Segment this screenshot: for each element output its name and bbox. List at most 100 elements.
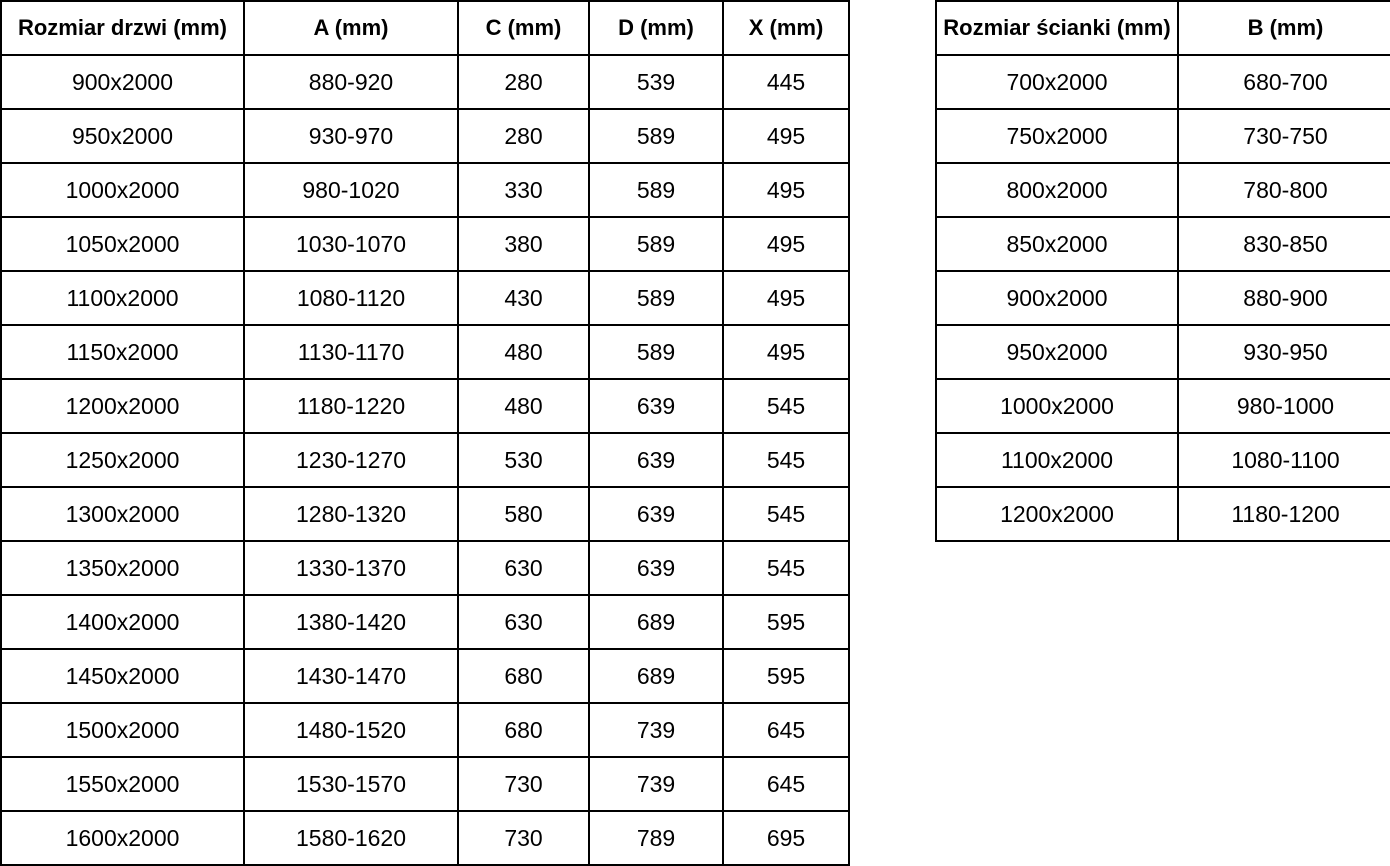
- table-cell: 630: [457, 540, 590, 596]
- door-table-header-row: Rozmiar drzwi (mm) A (mm) C (mm) D (mm) …: [0, 0, 850, 56]
- table-cell: 1180-1200: [1177, 486, 1390, 542]
- table-cell: 595: [722, 594, 850, 650]
- table-cell: 980-1000: [1177, 378, 1390, 434]
- table-row: 1000x2000 980-1020 330 589 495: [0, 162, 850, 218]
- table-row: 800x2000 780-800: [935, 162, 1390, 218]
- table-cell: 589: [588, 216, 724, 272]
- table-cell: 900x2000: [935, 270, 1179, 326]
- table-cell: 645: [722, 702, 850, 758]
- table-cell: 545: [722, 540, 850, 596]
- table-cell: 680: [457, 702, 590, 758]
- table-row: 950x2000 930-950: [935, 324, 1390, 380]
- table-cell: 680: [457, 648, 590, 704]
- table-cell: 495: [722, 216, 850, 272]
- table-cell: 1250x2000: [0, 432, 245, 488]
- column-header-a: A (mm): [243, 0, 459, 56]
- table-row: 1450x2000 1430-1470 680 689 595: [0, 648, 850, 704]
- table-row: 1300x2000 1280-1320 580 639 545: [0, 486, 850, 542]
- table-cell: 639: [588, 540, 724, 596]
- table-cell: 589: [588, 162, 724, 218]
- table-cell: 1030-1070: [243, 216, 459, 272]
- table-cell: 480: [457, 324, 590, 380]
- table-cell: 1000x2000: [0, 162, 245, 218]
- table-cell: 1100x2000: [935, 432, 1179, 488]
- table-cell: 700x2000: [935, 54, 1179, 110]
- table-cell: 950x2000: [935, 324, 1179, 380]
- column-header-d: D (mm): [588, 0, 724, 56]
- table-cell: 695: [722, 810, 850, 866]
- column-header-x: X (mm): [722, 0, 850, 56]
- table-cell: 495: [722, 270, 850, 326]
- table-cell: 880-900: [1177, 270, 1390, 326]
- table-cell: 880-920: [243, 54, 459, 110]
- door-table-body: 900x2000 880-920 280 539 445 950x2000 930-970 2…: [0, 54, 850, 866]
- column-header-wall-size: Rozmiar ścianki (mm): [935, 0, 1179, 56]
- table-row: 700x2000 680-700: [935, 54, 1390, 110]
- table-row: 1600x2000 1580-1620 730 789 695: [0, 810, 850, 866]
- table-cell: 1200x2000: [935, 486, 1179, 542]
- table-cell: 689: [588, 594, 724, 650]
- table-row: 1500x2000 1480-1520 680 739 645: [0, 702, 850, 758]
- door-size-table: Rozmiar drzwi (mm) A (mm) C (mm) D (mm) …: [0, 0, 850, 866]
- table-cell: 1350x2000: [0, 540, 245, 596]
- table-cell: 380: [457, 216, 590, 272]
- table-cell: 480: [457, 378, 590, 434]
- table-cell: 950x2000: [0, 108, 245, 164]
- table-cell: 1200x2000: [0, 378, 245, 434]
- table-cell: 1580-1620: [243, 810, 459, 866]
- table-cell: 1080-1100: [1177, 432, 1390, 488]
- table-cell: 630: [457, 594, 590, 650]
- table-cell: 495: [722, 162, 850, 218]
- table-cell: 595: [722, 648, 850, 704]
- table-cell: 750x2000: [935, 108, 1179, 164]
- table-row: 1150x2000 1130-1170 480 589 495: [0, 324, 850, 380]
- table-cell: 930-950: [1177, 324, 1390, 380]
- table-row: 1200x2000 1180-1220 480 639 545: [0, 378, 850, 434]
- table-row: 1550x2000 1530-1570 730 739 645: [0, 756, 850, 812]
- table-cell: 680-700: [1177, 54, 1390, 110]
- table-row: 900x2000 880-920 280 539 445: [0, 54, 850, 110]
- table-cell: 280: [457, 54, 590, 110]
- table-cell: 539: [588, 54, 724, 110]
- table-cell: 1550x2000: [0, 756, 245, 812]
- table-cell: 430: [457, 270, 590, 326]
- table-cell: 495: [722, 324, 850, 380]
- table-cell: 780-800: [1177, 162, 1390, 218]
- table-row: 1200x2000 1180-1200: [935, 486, 1390, 542]
- table-cell: 545: [722, 486, 850, 542]
- table-row: 1100x2000 1080-1120 430 589 495: [0, 270, 850, 326]
- table-cell: 980-1020: [243, 162, 459, 218]
- column-header-c: C (mm): [457, 0, 590, 56]
- table-cell: 689: [588, 648, 724, 704]
- table-cell: 495: [722, 108, 850, 164]
- table-cell: 445: [722, 54, 850, 110]
- table-cell: 530: [457, 432, 590, 488]
- table-row: 950x2000 930-970 280 589 495: [0, 108, 850, 164]
- table-cell: 1300x2000: [0, 486, 245, 542]
- table-cell: 1280-1320: [243, 486, 459, 542]
- table-cell: 639: [588, 378, 724, 434]
- table-cell: 730: [457, 810, 590, 866]
- table-cell: 1230-1270: [243, 432, 459, 488]
- table-row: 1050x2000 1030-1070 380 589 495: [0, 216, 850, 272]
- table-cell: 1100x2000: [0, 270, 245, 326]
- table-cell: 639: [588, 486, 724, 542]
- table-row: 1250x2000 1230-1270 530 639 545: [0, 432, 850, 488]
- table-row: 1350x2000 1330-1370 630 639 545: [0, 540, 850, 596]
- table-cell: 580: [457, 486, 590, 542]
- column-header-door-size: Rozmiar drzwi (mm): [0, 0, 245, 56]
- table-cell: 1330-1370: [243, 540, 459, 596]
- table-cell: 280: [457, 108, 590, 164]
- table-cell: 930-970: [243, 108, 459, 164]
- table-cell: 645: [722, 756, 850, 812]
- table-cell: 1430-1470: [243, 648, 459, 704]
- table-cell: 900x2000: [0, 54, 245, 110]
- table-cell: 639: [588, 432, 724, 488]
- table-row: 900x2000 880-900: [935, 270, 1390, 326]
- table-cell: 1080-1120: [243, 270, 459, 326]
- table-cell: 1480-1520: [243, 702, 459, 758]
- table-cell: 789: [588, 810, 724, 866]
- table-cell: 1150x2000: [0, 324, 245, 380]
- table-cell: 589: [588, 270, 724, 326]
- table-cell: 739: [588, 756, 724, 812]
